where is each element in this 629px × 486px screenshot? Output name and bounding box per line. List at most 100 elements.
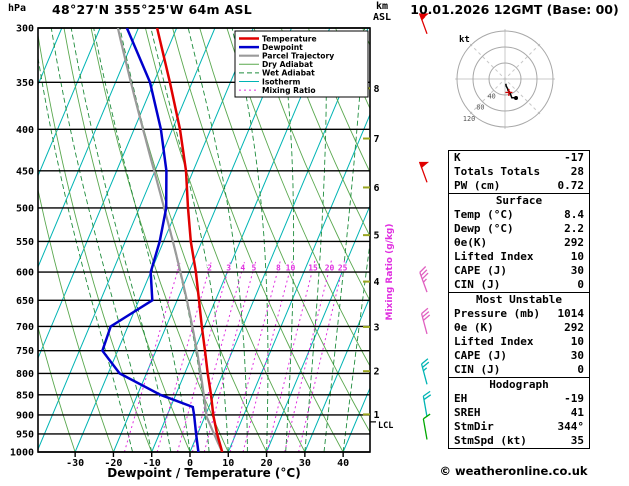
table-row: PW (cm) 0.72 bbox=[449, 179, 589, 193]
svg-text:40: 40 bbox=[337, 458, 349, 469]
table-row: EH -19 bbox=[449, 392, 589, 406]
hodograph-ring bbox=[472, 46, 538, 112]
row-label: Lifted Index bbox=[454, 335, 534, 348]
altitude-unit-asl: ASL bbox=[373, 12, 392, 23]
altitude-unit-km: km bbox=[376, 1, 389, 12]
x-axis-label: Dewpoint / Temperature (°C) bbox=[107, 466, 301, 480]
svg-text:0: 0 bbox=[187, 458, 193, 469]
table-row: CAPE (J) 30 bbox=[449, 264, 589, 278]
svg-text:4: 4 bbox=[374, 277, 380, 288]
row-value: 10 bbox=[570, 335, 584, 348]
svg-text:400: 400 bbox=[16, 125, 34, 136]
svg-text:LCL: LCL bbox=[378, 421, 393, 431]
table-row: Dewp (°C) 2.2 bbox=[449, 222, 589, 236]
row-value: 0 bbox=[577, 278, 584, 291]
legend-label: Wet Adiabat bbox=[262, 69, 315, 78]
svg-text:500: 500 bbox=[16, 203, 34, 214]
svg-text:20: 20 bbox=[325, 263, 335, 272]
table-row: StmDir 344° bbox=[449, 420, 589, 434]
legend-label: Parcel Trajectory bbox=[262, 52, 334, 61]
svg-text:1000: 1000 bbox=[10, 448, 34, 459]
svg-text:8: 8 bbox=[276, 263, 281, 272]
wind-barb bbox=[420, 307, 431, 335]
row-label: θe(K) bbox=[454, 236, 488, 249]
row-label: EH bbox=[454, 392, 468, 405]
section-title: Hodograph bbox=[489, 378, 549, 391]
table-section-most-unstable: Most Unstable Pressure (mb) 1014 θe (K) 29… bbox=[449, 292, 589, 377]
svg-text:25: 25 bbox=[338, 263, 348, 272]
row-label: Temp (°C) bbox=[454, 208, 514, 221]
svg-text:15: 15 bbox=[308, 263, 318, 272]
hodograph-ring-label: 80 bbox=[476, 104, 484, 112]
row-value: 292 bbox=[564, 236, 584, 249]
row-label: StmSpd (kt) bbox=[454, 434, 527, 447]
table-row: Pressure (mb) 1014 bbox=[449, 307, 589, 321]
table-row: Lifted Index 10 bbox=[449, 335, 589, 349]
section-title: Surface bbox=[495, 194, 543, 207]
row-value: 41 bbox=[570, 406, 584, 419]
parcel-trace bbox=[116, 28, 224, 452]
row-value: 35 bbox=[570, 434, 584, 447]
wind-barb bbox=[418, 13, 430, 35]
svg-text:700: 700 bbox=[16, 322, 34, 333]
row-label: Totals Totals bbox=[454, 165, 541, 178]
table-row: CIN (J) 0 bbox=[449, 278, 589, 292]
row-value: 30 bbox=[570, 264, 584, 277]
row-value: -17 bbox=[564, 151, 584, 164]
plot-border bbox=[37, 27, 371, 453]
svg-text:4: 4 bbox=[240, 263, 245, 272]
row-value: 292 bbox=[564, 321, 584, 334]
table-row: StmSpd (kt) 35 bbox=[449, 434, 589, 448]
svg-text:5: 5 bbox=[252, 263, 257, 272]
table-row: SREH 41 bbox=[449, 406, 589, 420]
row-label: StmDir bbox=[454, 420, 494, 433]
legend-label: Dry Adiabat bbox=[262, 60, 313, 69]
row-value: 2.2 bbox=[564, 222, 584, 235]
mixing-ratio-labels: 1 2 3 4 5 8 10 15 20 25 bbox=[175, 262, 349, 273]
svg-text:-20: -20 bbox=[104, 458, 122, 469]
svg-text:10: 10 bbox=[222, 458, 234, 469]
row-value: 30 bbox=[570, 349, 584, 362]
copyright: © weatheronline.co.uk bbox=[439, 464, 588, 478]
row-label: PW (cm) bbox=[454, 179, 501, 192]
svg-text:650: 650 bbox=[16, 296, 34, 307]
section-title: Most Unstable bbox=[475, 293, 563, 306]
svg-text:6: 6 bbox=[374, 183, 380, 194]
table-row: θe (K) 292 bbox=[449, 321, 589, 335]
svg-text:550: 550 bbox=[16, 237, 34, 248]
svg-text:30: 30 bbox=[299, 458, 311, 469]
dewpoint-trace bbox=[101, 28, 200, 452]
km-axis-ticks: 1 2 3 4 5 6 7 8 bbox=[363, 84, 380, 421]
legend-label: Dewpoint bbox=[262, 43, 303, 52]
pressure-unit-label: hPa bbox=[8, 3, 27, 14]
row-value: -19 bbox=[564, 392, 584, 405]
svg-text:2: 2 bbox=[207, 263, 212, 272]
table-row: CAPE (J) 30 bbox=[449, 349, 589, 363]
row-value: 28 bbox=[570, 165, 584, 178]
svg-text:-30: -30 bbox=[66, 458, 84, 469]
table-section-indices: K -17 Totals Totals 28 PW (cm) 0.72 bbox=[449, 151, 589, 193]
legend-label: Isotherm bbox=[262, 77, 300, 86]
station-title: 48°27'N 355°25'W 64m ASL bbox=[52, 2, 252, 17]
svg-text:3: 3 bbox=[374, 322, 380, 333]
row-label: CAPE (J) bbox=[454, 349, 507, 362]
svg-text:450: 450 bbox=[16, 166, 34, 177]
mixing-ratio-group bbox=[123, 260, 346, 452]
svg-text:300: 300 bbox=[16, 24, 34, 35]
row-label: Dewp (°C) bbox=[454, 222, 514, 235]
wind-barbs bbox=[418, 13, 432, 440]
wind-barb bbox=[418, 161, 430, 183]
table-row: K -17 bbox=[449, 151, 589, 165]
svg-text:5: 5 bbox=[374, 231, 380, 242]
row-value: 344° bbox=[557, 420, 585, 433]
svg-text:800: 800 bbox=[16, 369, 34, 380]
svg-text:750: 750 bbox=[16, 346, 34, 357]
svg-text:1: 1 bbox=[374, 410, 380, 421]
row-label: SREH bbox=[454, 406, 481, 419]
row-label: Pressure (mb) bbox=[454, 307, 541, 320]
svg-text:-10: -10 bbox=[143, 458, 161, 469]
